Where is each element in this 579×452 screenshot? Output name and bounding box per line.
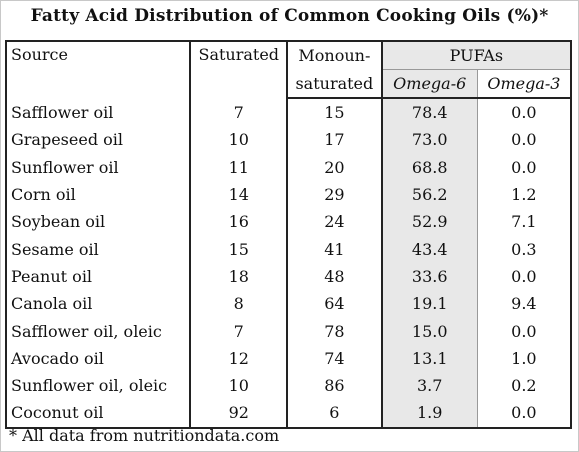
table-body: Safflower oil 7 15 78.4 0.0 Grapeseed oil 10 17… [4, 98, 572, 429]
cell-source: Safflower oil [4, 98, 192, 127]
table-row: Safflower oil, oleic 7 78 15.0 0.0 [4, 317, 572, 345]
cell-saturated: 11 [189, 153, 289, 181]
cell-saturated: 10 [189, 371, 289, 400]
cell-source: Safflower oil, oleic [4, 317, 192, 345]
cell-omega6: 68.8 [380, 153, 478, 181]
table-row: Soybean oil 16 24 52.9 7.1 [4, 208, 572, 236]
cell-omega3: 0.0 [476, 262, 572, 291]
cell-source: Canola oil [4, 290, 192, 318]
cell-saturated: 16 [189, 208, 289, 236]
cell-omega3: 0.0 [476, 153, 572, 181]
cell-monounsaturated: 78 [286, 317, 383, 345]
header-omega6: Omega-6 [380, 69, 478, 99]
table-row: Canola oil 8 64 19.1 9.4 [4, 290, 572, 318]
cell-omega3: 0.3 [476, 235, 572, 263]
cell-monounsaturated: 74 [286, 344, 383, 372]
cell-source: Avocado oil [4, 344, 192, 372]
table-title: Fatty Acid Distribution of Common Cookin… [30, 6, 549, 26]
cell-saturated: 7 [189, 98, 289, 127]
cell-omega6: 52.9 [380, 208, 478, 236]
cell-saturated: 12 [189, 344, 289, 372]
table-row: Peanut oil 18 48 33.6 0.0 [4, 262, 572, 291]
cell-saturated: 18 [189, 262, 289, 291]
cell-monounsaturated: 64 [286, 290, 383, 318]
fatty-acid-table: Source Saturated Monoun- PUFAs saturated… [4, 40, 573, 429]
cell-source: Soybean oil [4, 208, 192, 236]
table-row: Sesame oil 15 41 43.4 0.3 [4, 235, 572, 263]
cell-omega6: 33.6 [380, 262, 478, 291]
header-row-2: saturated Omega-6 Omega-3 [6, 69, 572, 99]
table-row: Avocado oil 12 74 13.1 1.0 [4, 344, 572, 372]
table-row: Grapeseed oil 10 17 73.0 0.0 [4, 126, 572, 154]
cell-saturated: 10 [189, 126, 289, 154]
table-row: Sunflower oil, oleic 10 86 3.7 0.2 [4, 371, 572, 400]
cell-omega3: 0.0 [476, 126, 572, 154]
cell-saturated: 8 [189, 290, 289, 318]
cell-saturated: 15 [189, 235, 289, 263]
cell-omega3: 1.2 [476, 180, 572, 209]
cell-omega6: 78.4 [380, 98, 478, 127]
header-monounsaturated-line2: saturated [286, 69, 383, 99]
footnote: * All data from nutritiondata.com [9, 426, 280, 445]
table-row: Coconut oil 92 6 1.9 0.0 [4, 399, 572, 429]
cell-omega6: 56.2 [380, 180, 478, 209]
header-pufas: PUFAs [380, 40, 573, 70]
cell-monounsaturated: 41 [286, 235, 383, 263]
cell-monounsaturated: 17 [286, 126, 383, 154]
header-saturated: Saturated [189, 40, 289, 98]
cell-omega3: 7.1 [476, 208, 572, 236]
header-row-1: Source Saturated Monoun- PUFAs [4, 40, 573, 98]
cell-monounsaturated: 86 [286, 371, 383, 400]
cell-omega3: 0.0 [476, 399, 572, 429]
cell-saturated: 92 [189, 399, 289, 429]
cell-omega6: 19.1 [380, 290, 478, 318]
cell-source: Peanut oil [4, 262, 192, 291]
cell-monounsaturated: 29 [286, 180, 383, 209]
cell-source: Coconut oil [4, 399, 192, 429]
cell-omega6: 3.7 [380, 371, 478, 400]
table-row: Safflower oil 7 15 78.4 0.0 [4, 98, 572, 127]
cell-omega3: 1.0 [476, 344, 572, 372]
cell-omega6: 15.0 [380, 317, 478, 345]
header-monounsaturated-line1: Monoun- [286, 40, 383, 70]
cell-omega3: 9.4 [476, 290, 572, 318]
cell-monounsaturated: 24 [286, 208, 383, 236]
cell-omega3: 0.0 [476, 98, 572, 127]
cell-omega6: 1.9 [380, 399, 478, 429]
cell-omega6: 13.1 [380, 344, 478, 372]
cell-monounsaturated: 48 [286, 262, 383, 291]
cell-omega3: 0.0 [476, 317, 572, 345]
cell-omega3: 0.2 [476, 371, 572, 400]
table-row: Sunflower oil 11 20 68.8 0.0 [4, 153, 572, 181]
cell-source: Sunflower oil, oleic [4, 371, 192, 400]
cell-source: Corn oil [4, 180, 192, 209]
cell-monounsaturated: 6 [286, 399, 383, 429]
cell-omega6: 43.4 [380, 235, 478, 263]
cell-omega6: 73.0 [380, 126, 478, 154]
header-omega3: Omega-3 [476, 69, 572, 99]
cell-monounsaturated: 15 [286, 98, 383, 127]
cell-source: Sesame oil [4, 235, 192, 263]
cell-saturated: 7 [189, 317, 289, 345]
cell-saturated: 14 [189, 180, 289, 209]
table-row: Corn oil 14 29 56.2 1.2 [4, 180, 572, 209]
cell-source: Grapeseed oil [4, 126, 192, 154]
cell-monounsaturated: 20 [286, 153, 383, 181]
header-source: Source [4, 40, 192, 98]
cell-source: Sunflower oil [4, 153, 192, 181]
